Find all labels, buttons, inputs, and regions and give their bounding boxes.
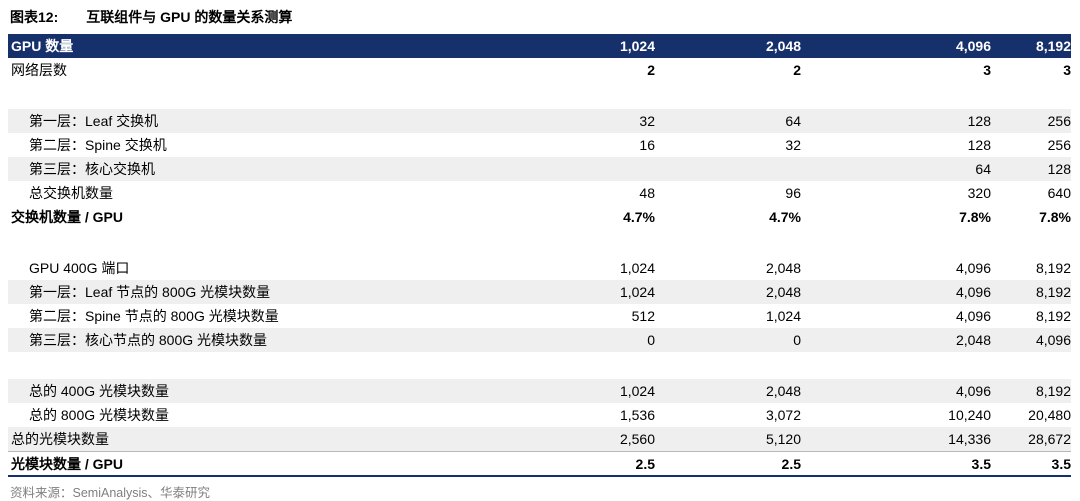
row-value: 128 — [967, 113, 991, 129]
row-value: 3.5 — [971, 455, 991, 472]
table-header-row: GPU 数量 1,024 2,048 4,096 8,192 — [8, 34, 1071, 58]
row-value: 2.5 — [781, 455, 801, 472]
table-row: 第三层：核心节点的 800G 光模块数量 0 0 2,048 4,096 — [8, 328, 1071, 352]
row-value: 1,024 — [619, 260, 655, 276]
header-value: 2,048 — [765, 38, 801, 54]
row-value: 1,024 — [619, 383, 655, 399]
row-value: 1,024 — [765, 308, 801, 324]
row-value: 8,192 — [1035, 284, 1071, 300]
row-label: 第一层：Leaf 节点的 800G 光模块数量 — [29, 284, 271, 300]
row-label: 交换机数量 / GPU — [11, 209, 124, 225]
row-label: 总的 800G 光模块数量 — [29, 407, 170, 423]
row-value: 64 — [785, 113, 801, 129]
figure-title-bar: 图表12: 互联组件与 GPU 的数量关系测算 — [8, 5, 1071, 34]
row-value: 3,072 — [765, 407, 801, 423]
row-value: 64 — [975, 161, 991, 177]
row-value: 14,336 — [948, 431, 991, 447]
row-value: 5,120 — [765, 431, 801, 447]
row-value: 512 — [631, 308, 655, 324]
table-row: 网络层数 2 2 3 3 — [8, 58, 1071, 82]
row-label: 第三层：核心交换机 — [29, 161, 155, 177]
row-value: 20,480 — [1028, 407, 1071, 423]
table-row: 第三层：核心交换机 64 128 — [8, 157, 1071, 181]
figure-number: 图表12: — [10, 9, 59, 25]
row-value: 8,192 — [1035, 383, 1071, 399]
row-label: 第一层：Leaf 交换机 — [29, 113, 159, 129]
table-row: GPU 400G 端口 1,024 2,048 4,096 8,192 — [8, 256, 1071, 280]
table-row: 总的光模块数量 2,560 5,120 14,336 28,672 — [8, 427, 1071, 451]
row-value: 7.8% — [1039, 209, 1071, 225]
row-value: 256 — [1047, 113, 1071, 129]
header-label: GPU 数量 — [11, 38, 74, 54]
header-value: 1,024 — [619, 38, 655, 54]
row-value: 10,240 — [948, 407, 991, 423]
row-value: 4,096 — [955, 260, 991, 276]
spacer-row — [8, 229, 1071, 256]
row-label: 第三层：核心节点的 800G 光模块数量 — [29, 332, 268, 348]
table-row: 光模块数量 / GPU 2.5 2.5 3.5 3.5 — [8, 451, 1071, 475]
row-value: 128 — [1047, 161, 1071, 177]
row-value: 2,048 — [955, 332, 991, 348]
table-row: 第二层：Spine 交换机 16 32 128 256 — [8, 133, 1071, 157]
row-value: 16 — [639, 137, 655, 153]
row-value: 2,560 — [619, 431, 655, 447]
row-value: 4.7% — [769, 209, 801, 225]
row-value: 2,048 — [765, 383, 801, 399]
row-value: 0 — [793, 332, 801, 348]
row-value: 7.8% — [959, 209, 991, 225]
row-value: 2.5 — [635, 455, 655, 472]
table-row: 总的 400G 光模块数量 1,024 2,048 4,096 8,192 — [8, 379, 1071, 403]
row-value: 32 — [639, 113, 655, 129]
table-body: 网络层数 2 2 3 3 第一层：Leaf 交换机 32 64 128 256 第二层：Spine … — [8, 58, 1071, 475]
header-value: 4,096 — [955, 38, 991, 54]
row-label: 第二层：Spine 交换机 — [29, 137, 167, 153]
row-label: 总的 400G 光模块数量 — [29, 383, 170, 399]
row-value: 3 — [1063, 62, 1071, 78]
row-label: 总交换机数量 — [29, 185, 113, 201]
table-row: 总交换机数量 48 96 320 640 — [8, 181, 1071, 205]
row-value: 96 — [785, 185, 801, 201]
row-value: 1,536 — [619, 407, 655, 423]
row-label: 第二层：Spine 节点的 800G 光模块数量 — [29, 308, 279, 324]
row-value: 3.5 — [1051, 455, 1071, 472]
row-value: 3 — [983, 62, 991, 78]
figure-title: 互联组件与 GPU 的数量关系测算 — [86, 9, 293, 25]
source-note: 资料来源：SemiAnalysis、华泰研究 — [10, 486, 211, 500]
header-value: 8,192 — [1035, 38, 1071, 54]
row-value: 4,096 — [1035, 332, 1071, 348]
row-value: 256 — [1047, 137, 1071, 153]
row-label: 网络层数 — [11, 62, 67, 78]
row-value: 2 — [647, 62, 655, 78]
row-value: 2,048 — [765, 260, 801, 276]
row-value: 28,672 — [1028, 431, 1071, 447]
row-value: 1,024 — [619, 284, 655, 300]
row-value: 2,048 — [765, 284, 801, 300]
row-value: 8,192 — [1035, 308, 1071, 324]
table-row: 第二层：Spine 节点的 800G 光模块数量 512 1,024 4,096 8,1… — [8, 304, 1071, 328]
spacer-row — [8, 352, 1071, 379]
row-label: 光模块数量 / GPU — [11, 455, 124, 472]
row-value: 8,192 — [1035, 260, 1071, 276]
row-value: 32 — [785, 137, 801, 153]
row-label: GPU 400G 端口 — [29, 260, 130, 276]
row-value: 320 — [967, 185, 991, 201]
row-value: 2 — [793, 62, 801, 78]
table-row: 第一层：Leaf 节点的 800G 光模块数量 1,024 2,048 4,096 8,… — [8, 280, 1071, 304]
row-value: 4,096 — [955, 308, 991, 324]
row-label: 总的光模块数量 — [11, 431, 109, 447]
spacer-row — [8, 82, 1071, 109]
table-row: 第一层：Leaf 交换机 32 64 128 256 — [8, 109, 1071, 133]
table-row: 总的 800G 光模块数量 1,536 3,072 10,240 20,480 — [8, 403, 1071, 427]
row-value: 4.7% — [623, 209, 655, 225]
data-table: GPU 数量 1,024 2,048 4,096 8,192 网络层数 2 2 3 3 第… — [8, 34, 1071, 477]
row-value: 128 — [967, 137, 991, 153]
row-value: 0 — [647, 332, 655, 348]
row-value: 48 — [639, 185, 655, 201]
row-value: 4,096 — [955, 383, 991, 399]
table-row: 交换机数量 / GPU 4.7% 4.7% 7.8% 7.8% — [8, 205, 1071, 229]
row-value: 640 — [1047, 185, 1071, 201]
row-value: 4,096 — [955, 284, 991, 300]
